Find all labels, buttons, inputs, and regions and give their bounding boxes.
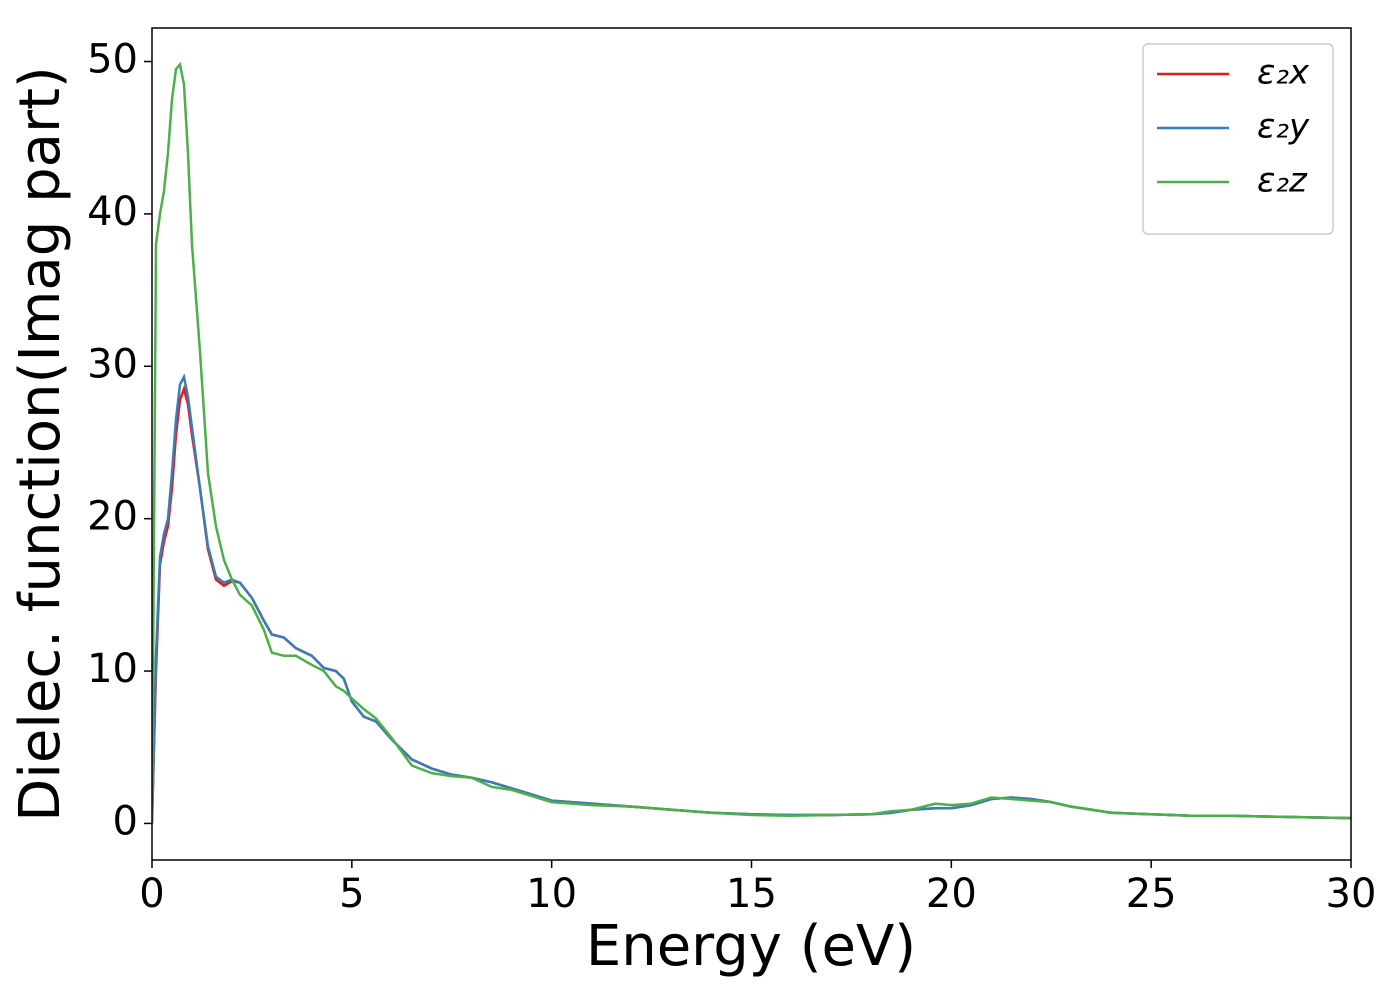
y-tick-label: 10 xyxy=(87,646,138,692)
x-tick-label: 5 xyxy=(339,871,364,917)
legend-box xyxy=(1142,43,1334,235)
y-tick-label: 30 xyxy=(87,341,138,387)
x-tick-label: 0 xyxy=(139,871,164,917)
y-tick-label: 20 xyxy=(87,494,138,540)
series-line xyxy=(152,61,1351,824)
x-tick-label: 30 xyxy=(1326,871,1377,917)
x-tick-label: 15 xyxy=(726,871,777,917)
legend-label: ε₂z xyxy=(1257,161,1308,201)
y-tick-label: 0 xyxy=(113,798,138,844)
series-line xyxy=(152,385,1351,824)
x-axis-label: Energy (eV) xyxy=(586,914,916,979)
x-tick-label: 20 xyxy=(926,871,977,917)
x-tick-label: 10 xyxy=(526,871,577,917)
x-tick-label: 25 xyxy=(1126,871,1177,917)
legend-label: ε₂y xyxy=(1257,107,1310,147)
y-tick-label: 50 xyxy=(87,37,138,83)
y-axis-label: Dielec. function(Imag part) xyxy=(8,66,73,822)
series-line xyxy=(152,373,1351,824)
y-tick-label: 40 xyxy=(87,189,138,235)
plot-frame xyxy=(151,27,1352,861)
legend-label: ε₂x xyxy=(1257,53,1310,93)
